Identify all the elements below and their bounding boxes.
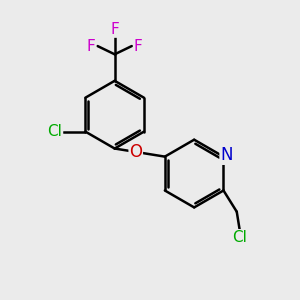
Text: F: F	[134, 39, 142, 54]
Text: F: F	[110, 22, 119, 37]
Text: F: F	[87, 39, 95, 54]
Text: O: O	[129, 143, 142, 161]
Text: Cl: Cl	[48, 124, 62, 139]
Text: N: N	[220, 146, 233, 164]
Text: Cl: Cl	[232, 230, 247, 245]
